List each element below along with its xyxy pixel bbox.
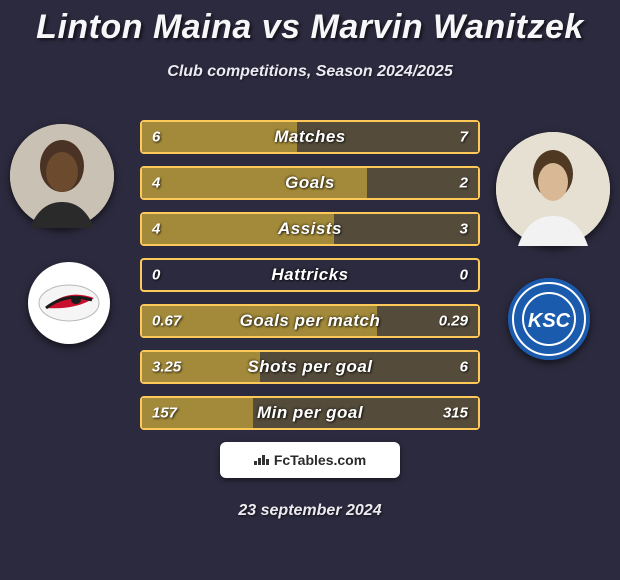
player-silhouette-icon [10, 124, 114, 228]
stat-row: 0.67Goals per match0.29 [140, 304, 480, 338]
stat-value-right: 3 [460, 221, 468, 238]
page-title: Linton Maina vs Marvin Wanitzek [0, 0, 620, 47]
stat-row: 4Goals2 [140, 166, 480, 200]
chart-icon [254, 452, 270, 468]
stat-label: Goals [142, 173, 478, 193]
player-right-avatar [496, 132, 610, 246]
club-right-logo: KSC [508, 278, 590, 360]
stat-label: Shots per goal [142, 357, 478, 377]
stat-value-right: 6 [460, 359, 468, 376]
svg-text:KSC: KSC [528, 310, 571, 332]
stat-value-right: 7 [460, 129, 468, 146]
comparison-chart: 6Matches74Goals24Assists30Hattricks00.67… [140, 120, 480, 442]
date-label: 23 september 2024 [0, 502, 620, 520]
stat-label: Assists [142, 219, 478, 239]
player-left-avatar [10, 124, 114, 228]
stat-label: Matches [142, 127, 478, 147]
hurricane-icon [36, 270, 102, 336]
stat-label: Min per goal [142, 403, 478, 423]
player-silhouette-icon [496, 132, 610, 246]
stat-label: Hattricks [142, 265, 478, 285]
stat-row: 0Hattricks0 [140, 258, 480, 292]
stat-value-right: 315 [443, 405, 468, 422]
stat-row: 3.25Shots per goal6 [140, 350, 480, 384]
club-left-logo [28, 262, 110, 344]
stat-value-right: 2 [460, 175, 468, 192]
stat-label: Goals per match [142, 311, 478, 331]
subtitle: Club competitions, Season 2024/2025 [0, 63, 620, 81]
stat-row: 4Assists3 [140, 212, 480, 246]
ksc-badge-icon: KSC [508, 278, 590, 360]
source-badge-text: FcTables.com [274, 452, 366, 468]
stat-value-right: 0.29 [439, 313, 468, 330]
stat-row: 6Matches7 [140, 120, 480, 154]
stat-value-right: 0 [460, 267, 468, 284]
stat-row: 157Min per goal315 [140, 396, 480, 430]
source-badge[interactable]: FcTables.com [220, 442, 400, 478]
